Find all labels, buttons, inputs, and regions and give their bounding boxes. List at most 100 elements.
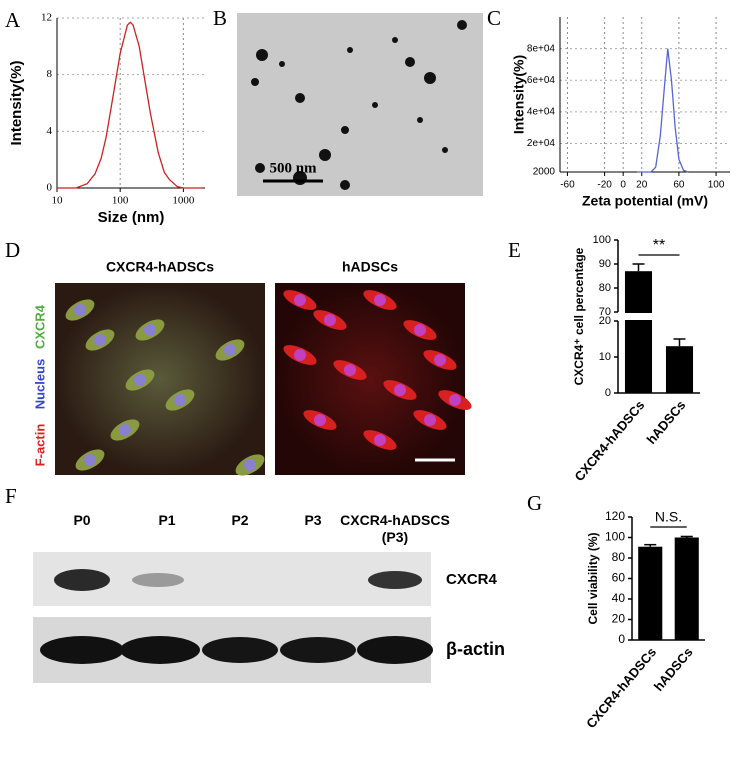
- y-tick-label: 70: [599, 306, 611, 318]
- y-tick-label: 20: [612, 612, 626, 626]
- y-axis-label: Intensity(%): [511, 55, 527, 134]
- x-tick-label: 100: [708, 180, 725, 191]
- stain-label: F-actin: [32, 424, 47, 467]
- bar: [665, 346, 694, 393]
- image-title: CXCR4-hADSCs: [106, 259, 214, 275]
- blot-band: [357, 636, 433, 664]
- cell-nucleus: [374, 294, 386, 306]
- blot-band: [54, 569, 110, 591]
- cell-nucleus: [314, 414, 326, 426]
- cell-nucleus: [174, 394, 186, 406]
- blot-band: [280, 637, 356, 663]
- y-tick-label: 100: [593, 234, 611, 246]
- particle: [424, 72, 436, 84]
- series-line: [57, 21, 203, 189]
- particle: [341, 126, 349, 134]
- blot-band: [368, 571, 422, 589]
- particle: [340, 180, 350, 190]
- x-axis-label: Zeta potential (mV): [582, 193, 708, 209]
- cell-nucleus: [294, 294, 306, 306]
- y-tick-label: 90: [599, 258, 611, 270]
- cell-nucleus: [244, 459, 256, 471]
- cell-nucleus: [84, 454, 96, 466]
- fluorescence-image: [275, 283, 465, 475]
- x-tick-label: hADSCs: [644, 397, 689, 446]
- blot-row-label: β-actin: [446, 639, 505, 659]
- panel-label: G: [527, 491, 542, 515]
- particle: [372, 102, 378, 108]
- x-axis-label: Size (nm): [98, 209, 165, 226]
- cells: [65, 290, 472, 476]
- x-tick-label: 0: [620, 180, 626, 191]
- significance-label: **: [653, 237, 665, 254]
- cell-nucleus: [94, 334, 106, 346]
- x-tick-label: -60: [560, 180, 575, 191]
- cell-nucleus: [344, 364, 356, 376]
- particle: [347, 47, 353, 53]
- x-tick-label: 100: [112, 195, 129, 207]
- particle: [256, 49, 268, 61]
- y-tick-label: 60: [612, 571, 626, 585]
- particle: [392, 37, 398, 43]
- particle: [457, 20, 467, 30]
- y-axis-label: Cell viability (%): [586, 532, 600, 624]
- y-tick-label: 0: [618, 632, 625, 646]
- x-tick-label: 60: [673, 180, 685, 191]
- y-tick-label: 6e+04: [527, 75, 556, 86]
- bar: [638, 546, 663, 640]
- cell-nucleus: [119, 424, 131, 436]
- bar: [674, 537, 699, 640]
- lane-label: P1: [158, 512, 176, 528]
- particle: [251, 78, 259, 86]
- y-tick-label: 10: [599, 351, 611, 363]
- panel-label: D: [5, 238, 20, 262]
- x-tick-label: hADSCs: [651, 644, 696, 693]
- y-tick-label: 0: [605, 387, 611, 399]
- blot-band: [120, 636, 200, 664]
- y-tick-label: 2e+04: [527, 138, 556, 149]
- x-tick-label: 20: [636, 180, 648, 191]
- blot-band: [132, 573, 184, 587]
- panel-label: C: [487, 6, 501, 30]
- cell-nucleus: [74, 304, 86, 316]
- y-tick-label: 12: [41, 12, 52, 24]
- x-tick-label: CXCR4-hADSCs: [583, 644, 659, 731]
- cell-nucleus: [374, 434, 386, 446]
- y-tick-label: 4: [47, 125, 53, 137]
- panel-label: A: [5, 8, 21, 32]
- y-tick-label: 8: [47, 68, 53, 80]
- y-tick-label: 2000: [533, 167, 556, 178]
- x-tick-label: -20: [597, 180, 612, 191]
- lane-label: P3: [304, 512, 322, 528]
- blot-band: [40, 636, 124, 664]
- y-tick-label: 0: [47, 182, 53, 194]
- x-tick-label: 1000: [172, 195, 195, 207]
- particle: [442, 147, 448, 153]
- tem-particles: [251, 20, 467, 190]
- cell-nucleus: [134, 374, 146, 386]
- lane-label: P2: [231, 512, 249, 528]
- cell-nucleus: [294, 349, 306, 361]
- image-title: hADSCs: [342, 259, 398, 275]
- particle: [295, 93, 305, 103]
- y-tick-label: 4e+04: [527, 107, 556, 118]
- x-tick-label: 10: [52, 195, 64, 207]
- significance-label: N.S.: [655, 509, 682, 525]
- series-line: [637, 48, 689, 173]
- axis-break: [619, 313, 701, 320]
- panel-label: B: [213, 6, 227, 30]
- stain-label: Nucleus: [32, 359, 47, 410]
- lane-label: P0: [73, 512, 91, 528]
- y-tick-label: 100: [605, 530, 625, 544]
- particle: [417, 117, 423, 123]
- panel-label: E: [508, 238, 521, 262]
- particle: [255, 163, 265, 173]
- y-tick-label: 80: [612, 550, 626, 564]
- panel-label: F: [5, 484, 17, 508]
- particle: [319, 149, 331, 161]
- y-tick-label: 80: [599, 282, 611, 294]
- cell-nucleus: [449, 394, 461, 406]
- cell-nucleus: [414, 324, 426, 336]
- stain-label: CXCR4: [32, 304, 47, 349]
